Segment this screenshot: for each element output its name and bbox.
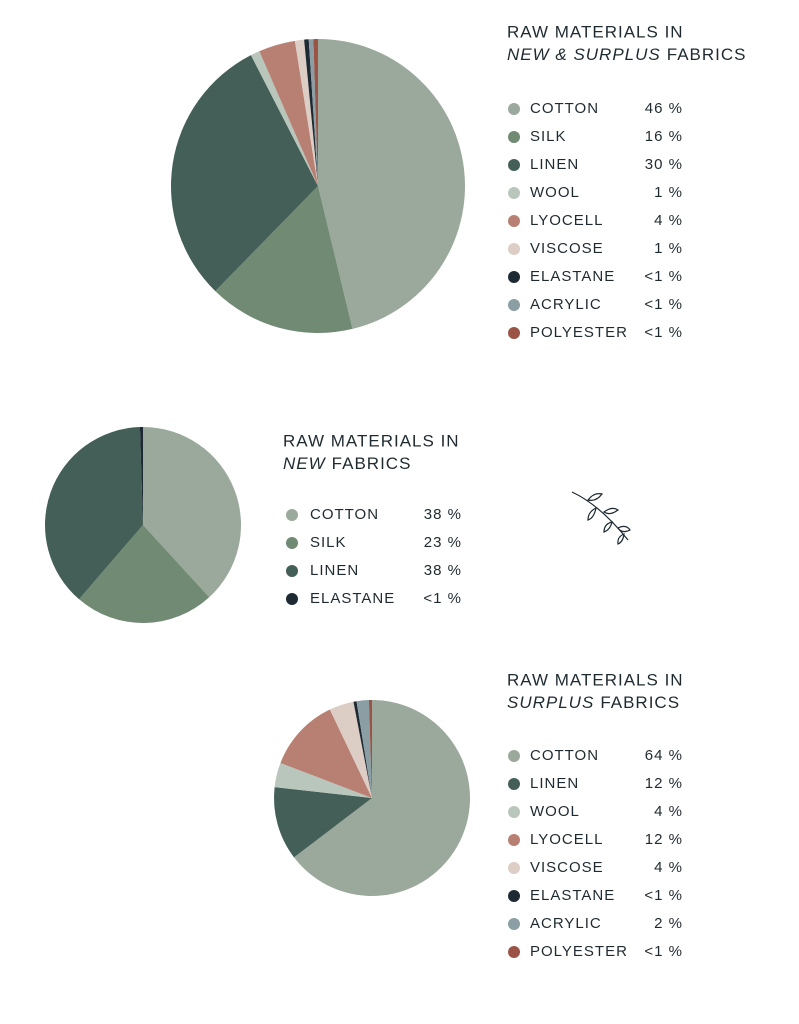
pie-slice — [259, 40, 318, 187]
legend-value: 1 % — [654, 240, 683, 257]
pie-slice — [318, 39, 465, 329]
legend-swatch — [508, 806, 520, 818]
title-suffix: FABRICS — [332, 454, 412, 473]
pie-slice — [273, 787, 372, 858]
legend-value: <1 % — [644, 296, 683, 313]
legend-value: <1 % — [644, 887, 683, 904]
legend-value: 46 % — [645, 100, 683, 117]
legend-label: SILK — [310, 534, 347, 551]
legend-swatch — [508, 131, 520, 143]
pie-slice — [280, 709, 372, 798]
chart-title: NEW FABRICS — [283, 454, 411, 473]
legend-value: 12 % — [645, 775, 683, 792]
legend-label: ELASTANE — [530, 268, 615, 285]
legend-swatch — [286, 509, 298, 521]
legend-swatch — [508, 215, 520, 227]
legend-swatch — [508, 271, 520, 283]
legend-value: <1 % — [644, 324, 683, 341]
pie-slice — [143, 427, 241, 598]
legend-swatch — [508, 946, 520, 958]
title-suffix: FABRICS — [667, 45, 747, 64]
legend-label: ACRYLIC — [530, 915, 602, 932]
legend-swatch — [286, 593, 298, 605]
legend-label: LINEN — [530, 775, 579, 792]
legend-swatch — [508, 778, 520, 790]
legend-label: ACRYLIC — [530, 296, 602, 313]
legend-swatch — [508, 243, 520, 255]
chart-title: RAW MATERIALS IN — [507, 670, 684, 689]
legend-value: 1 % — [654, 184, 683, 201]
legend-label: LINEN — [530, 156, 579, 173]
legend-swatch — [286, 537, 298, 549]
legend-label: COTTON — [310, 506, 379, 523]
pie-slice — [294, 39, 318, 186]
legend-label: VISCOSE — [530, 859, 604, 876]
chart-title: NEW & SURPLUS FABRICS — [507, 45, 747, 64]
legend-value: 4 % — [654, 803, 683, 820]
legend-value: 64 % — [645, 747, 683, 764]
legend-value: 38 % — [424, 506, 462, 523]
legend-value: <1 % — [423, 590, 462, 607]
legend-swatch — [508, 299, 520, 311]
legend-label: POLYESTER — [530, 324, 628, 341]
legend-swatch — [508, 159, 520, 171]
legend-label: VISCOSE — [530, 240, 604, 257]
legend-label: WOOL — [530, 184, 580, 201]
legend-value: <1 % — [644, 268, 683, 285]
title-suffix: FABRICS — [600, 693, 680, 712]
legend-value: 16 % — [645, 128, 683, 145]
pie-slice — [79, 525, 210, 623]
chart-title: SURPLUS FABRICS — [507, 693, 680, 712]
chart-title: RAW MATERIALS IN — [283, 431, 460, 450]
legend-label: SILK — [530, 128, 567, 145]
legend-label: ELASTANE — [530, 887, 615, 904]
pie-slice — [353, 701, 372, 798]
pie-slice — [329, 701, 372, 798]
chart-title: RAW MATERIALS IN — [507, 22, 684, 41]
legend-label: ELASTANE — [310, 590, 395, 607]
legend-value: 23 % — [424, 534, 462, 551]
legend-label: LYOCELL — [530, 831, 603, 848]
pie-slice — [171, 55, 318, 292]
pie-slice — [139, 427, 143, 525]
pie-slice — [294, 700, 470, 896]
legend-swatch — [508, 890, 520, 902]
pie-slice — [313, 39, 318, 186]
pie-slice — [274, 763, 372, 798]
legend-label: COTTON — [530, 747, 599, 764]
pie-slice — [250, 51, 318, 186]
pie-slice — [45, 427, 143, 600]
legend-value: 4 % — [654, 212, 683, 229]
legend-value: 38 % — [424, 562, 462, 579]
legend-swatch — [286, 565, 298, 577]
legend-swatch — [508, 327, 520, 339]
legend-label: COTTON — [530, 100, 599, 117]
legend-swatch — [508, 750, 520, 762]
legend-swatch — [508, 862, 520, 874]
legend-value: 12 % — [645, 831, 683, 848]
legend-swatch — [508, 918, 520, 930]
title-emphasis: SURPLUS — [507, 693, 594, 712]
legend-value: 30 % — [645, 156, 683, 173]
legend-label: POLYESTER — [530, 943, 628, 960]
leaf-icon — [571, 491, 631, 545]
legend-swatch — [508, 187, 520, 199]
pie-slice — [304, 39, 318, 186]
pie-slice — [356, 700, 372, 798]
legend-value: 4 % — [654, 859, 683, 876]
legend-swatch — [508, 103, 520, 115]
pie-slice — [368, 699, 372, 798]
pie-slice — [308, 39, 318, 186]
legend-value: 2 % — [654, 915, 683, 932]
legend-label: LINEN — [310, 562, 359, 579]
legend-value: <1 % — [644, 943, 683, 960]
title-emphasis: NEW — [283, 454, 327, 473]
legend-swatch — [508, 834, 520, 846]
legend-label: WOOL — [530, 803, 580, 820]
legend-label: LYOCELL — [530, 212, 603, 229]
pie-slice — [215, 186, 353, 333]
title-emphasis: NEW & SURPLUS — [507, 45, 661, 64]
